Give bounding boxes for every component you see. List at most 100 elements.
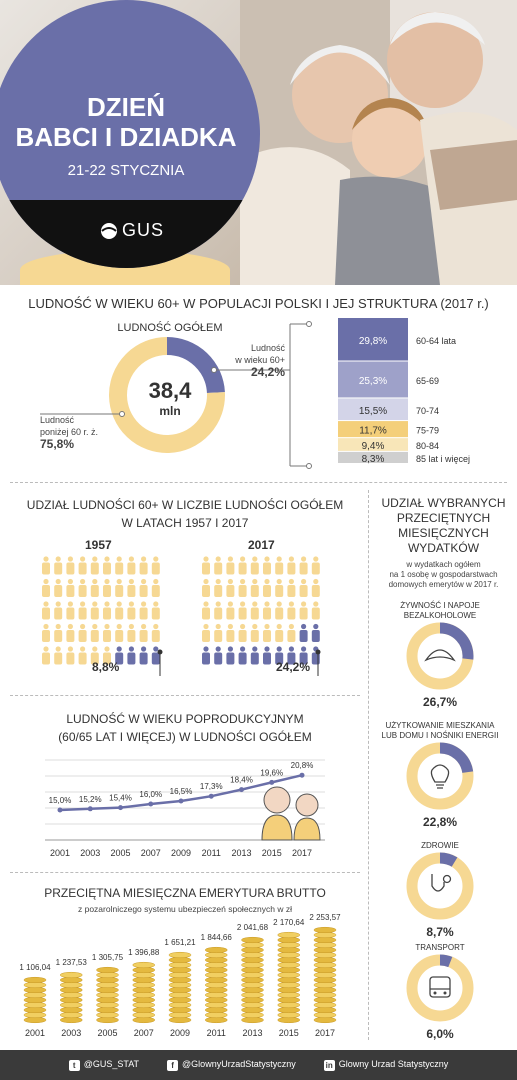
coin (277, 931, 300, 939)
person-head-0 (80, 578, 86, 585)
person-body-0 (103, 652, 111, 665)
person-head-0 (116, 601, 122, 607)
person-body-0 (151, 607, 160, 620)
bar-x-tick: 2005 (97, 1028, 117, 1038)
person-head-0 (92, 601, 98, 607)
person-body-1 (238, 630, 247, 642)
person-head-0 (55, 623, 61, 630)
person-body-0 (127, 652, 136, 665)
person-head-0 (80, 601, 86, 607)
person-head-0 (153, 623, 159, 630)
person-body-1 (202, 585, 210, 597)
person-body-0 (127, 562, 136, 575)
person-head-0 (104, 556, 110, 562)
person-head-0 (92, 646, 98, 652)
person-head-0 (104, 646, 110, 652)
person-head-1 (301, 556, 307, 562)
footer-linkedin[interactable]: in Glowny Urzad Statystyczny (323, 1059, 448, 1071)
person-head-1 (252, 578, 258, 585)
person-body-1 (202, 607, 210, 620)
person-head-0 (116, 578, 122, 585)
person-body-0 (115, 562, 124, 575)
section1-title: LUDNOŚĆ W WIEKU 60+ W POPULACJI POLSKI I… (28, 296, 489, 311)
person-head-0 (55, 556, 61, 562)
person-head-0 (43, 646, 49, 652)
person-head-1 (215, 623, 221, 630)
bar-x-tick: 2003 (61, 1028, 81, 1038)
person-body-0 (127, 630, 136, 642)
person-body-1 (250, 652, 259, 665)
person-body-0 (115, 630, 124, 642)
grandma-illustration (295, 793, 319, 817)
person-body-0 (42, 585, 50, 597)
person-head-1 (313, 578, 319, 585)
person-body-0 (78, 652, 87, 665)
line-point (239, 787, 244, 793)
person-body-0 (139, 652, 148, 665)
side-sub-line1: w wydatkach ogółem (406, 560, 481, 569)
line-x-tick: 2009 (171, 848, 191, 858)
coin (168, 951, 192, 959)
person-head-0 (104, 578, 110, 585)
expense-donut-track (406, 852, 474, 920)
structure-category-label: 60-64 lata (416, 336, 456, 346)
expense-donut-track (406, 954, 474, 1022)
person-body-0 (54, 630, 63, 642)
bus-icon-light (443, 991, 447, 995)
expense-value-label: 6,0% (426, 1027, 454, 1041)
person-body-0 (103, 607, 111, 620)
line-point (148, 801, 154, 807)
person-head-1 (264, 646, 270, 652)
side-divider (368, 490, 369, 1040)
structure-segment-5 (338, 451, 408, 463)
person-head-1 (203, 578, 209, 585)
person-head-0 (43, 556, 49, 562)
label-60plus-line2: w wieku 60+ (235, 355, 285, 365)
person-body-1 (214, 585, 223, 597)
person-head-0 (92, 623, 98, 630)
person-body-1 (311, 607, 320, 620)
section3-title-line1: LUDNOŚĆ W WIEKU POPRODUKCYJNYM (66, 712, 304, 726)
footer-facebook[interactable]: f @GlownyUrzadStatystyczny (167, 1059, 296, 1071)
person-body-1 (238, 607, 247, 620)
person-head-0 (67, 556, 73, 562)
section4-title: PRZECIĘTNA MIESIĘCZNA EMERYTURA BRUTTO (44, 886, 326, 900)
hero-title-circle (0, 0, 260, 268)
person-head-1 (301, 646, 307, 652)
person-body-0 (90, 585, 99, 597)
year-a-label: 1957 (85, 538, 112, 552)
person-head-0 (104, 623, 110, 630)
person-head-1 (203, 646, 209, 652)
footer: t @GUS_STAT f @GlownyUrzadStatystyczny in G… (0, 1050, 517, 1080)
person-head-1 (276, 601, 282, 607)
facebook-handle: @GlownyUrzadStatystyczny (182, 1059, 296, 1070)
structure-segment-1 (338, 361, 408, 398)
section2-chart (42, 556, 321, 676)
coin (313, 926, 337, 934)
person-body-1 (287, 630, 296, 642)
section2-title-line1: UDZIAŁ LUDNOŚCI 60+ W LICZBIE LUDNOŚCI O… (26, 498, 344, 512)
value-a: 8,8% (92, 660, 120, 674)
bar-value-label: 1 651,21 (164, 938, 196, 947)
person-head-1 (276, 578, 282, 585)
line-x-tick: 2007 (141, 848, 161, 858)
expense-label-line1: ZDROWIE (421, 841, 459, 850)
structure-category-label: 85 lat i więcej (416, 454, 470, 464)
footer-twitter[interactable]: t @GUS_STAT (68, 1059, 139, 1071)
person-body-1 (250, 585, 259, 597)
person-head-1 (203, 601, 209, 607)
person-head-1 (227, 556, 233, 562)
person-body-0 (54, 607, 63, 620)
line-value-label: 16,5% (170, 787, 193, 796)
year-b-label: 2017 (248, 538, 275, 552)
person-head-1 (288, 646, 294, 652)
line-point (87, 806, 93, 812)
structure-value-label: 29,8% (359, 336, 387, 347)
person-head-0 (141, 623, 147, 630)
person-head-1 (240, 646, 246, 652)
person-body-0 (78, 630, 87, 642)
line-point (57, 807, 63, 813)
person-head-1 (264, 623, 270, 630)
person-body-0 (139, 607, 148, 620)
bar-x-tick: 2001 (25, 1028, 45, 1038)
